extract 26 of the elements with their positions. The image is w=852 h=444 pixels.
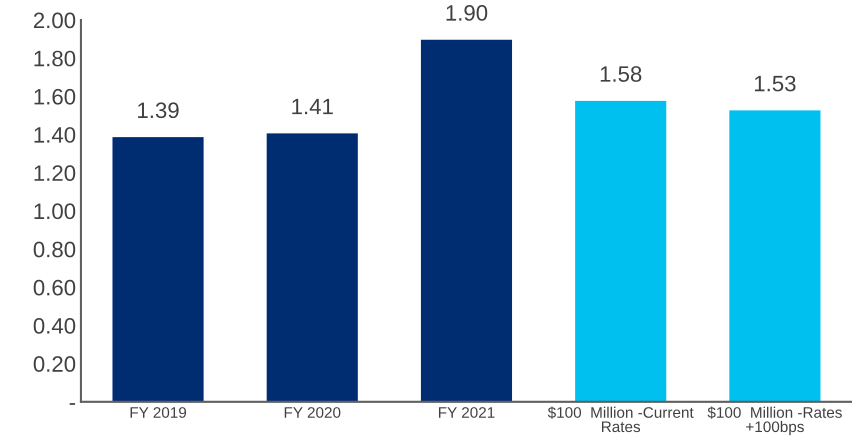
data-label: 1.53 [754,76,796,92]
y-tick-label: 1.00 [34,203,76,220]
data-label: 1.41 [292,98,333,114]
y-tick-label: - [70,403,76,405]
x-tick-label: $100 Million -Rates +100bps [708,406,842,436]
bar [420,38,514,402]
bar [574,99,668,402]
y-tick-label: 1.80 [34,50,76,66]
bar [728,109,822,402]
data-label: 1.39 [138,102,179,118]
y-tick-label: 1.20 [34,165,76,181]
y-tick-label: 2.00 [34,12,76,28]
x-tick-label: FY 2019 [130,407,186,418]
bar [111,136,206,402]
x-tick-label: FY 2021 [438,407,494,418]
y-tick-label: 0.80 [34,242,76,258]
y-tick-label: 0.40 [34,318,76,334]
y-tick-label: 0.60 [34,280,76,296]
y-tick-label: 1.40 [34,127,76,143]
x-tick-label: $100 Million -Current Rates [548,406,694,432]
data-label: 1.90 [446,5,488,21]
y-tick-label: 1.60 [34,88,76,105]
x-tick-label: FY 2020 [284,407,340,418]
bar [265,132,360,402]
y-tick-label: 0.20 [34,356,76,372]
data-label: 1.58 [600,66,642,82]
